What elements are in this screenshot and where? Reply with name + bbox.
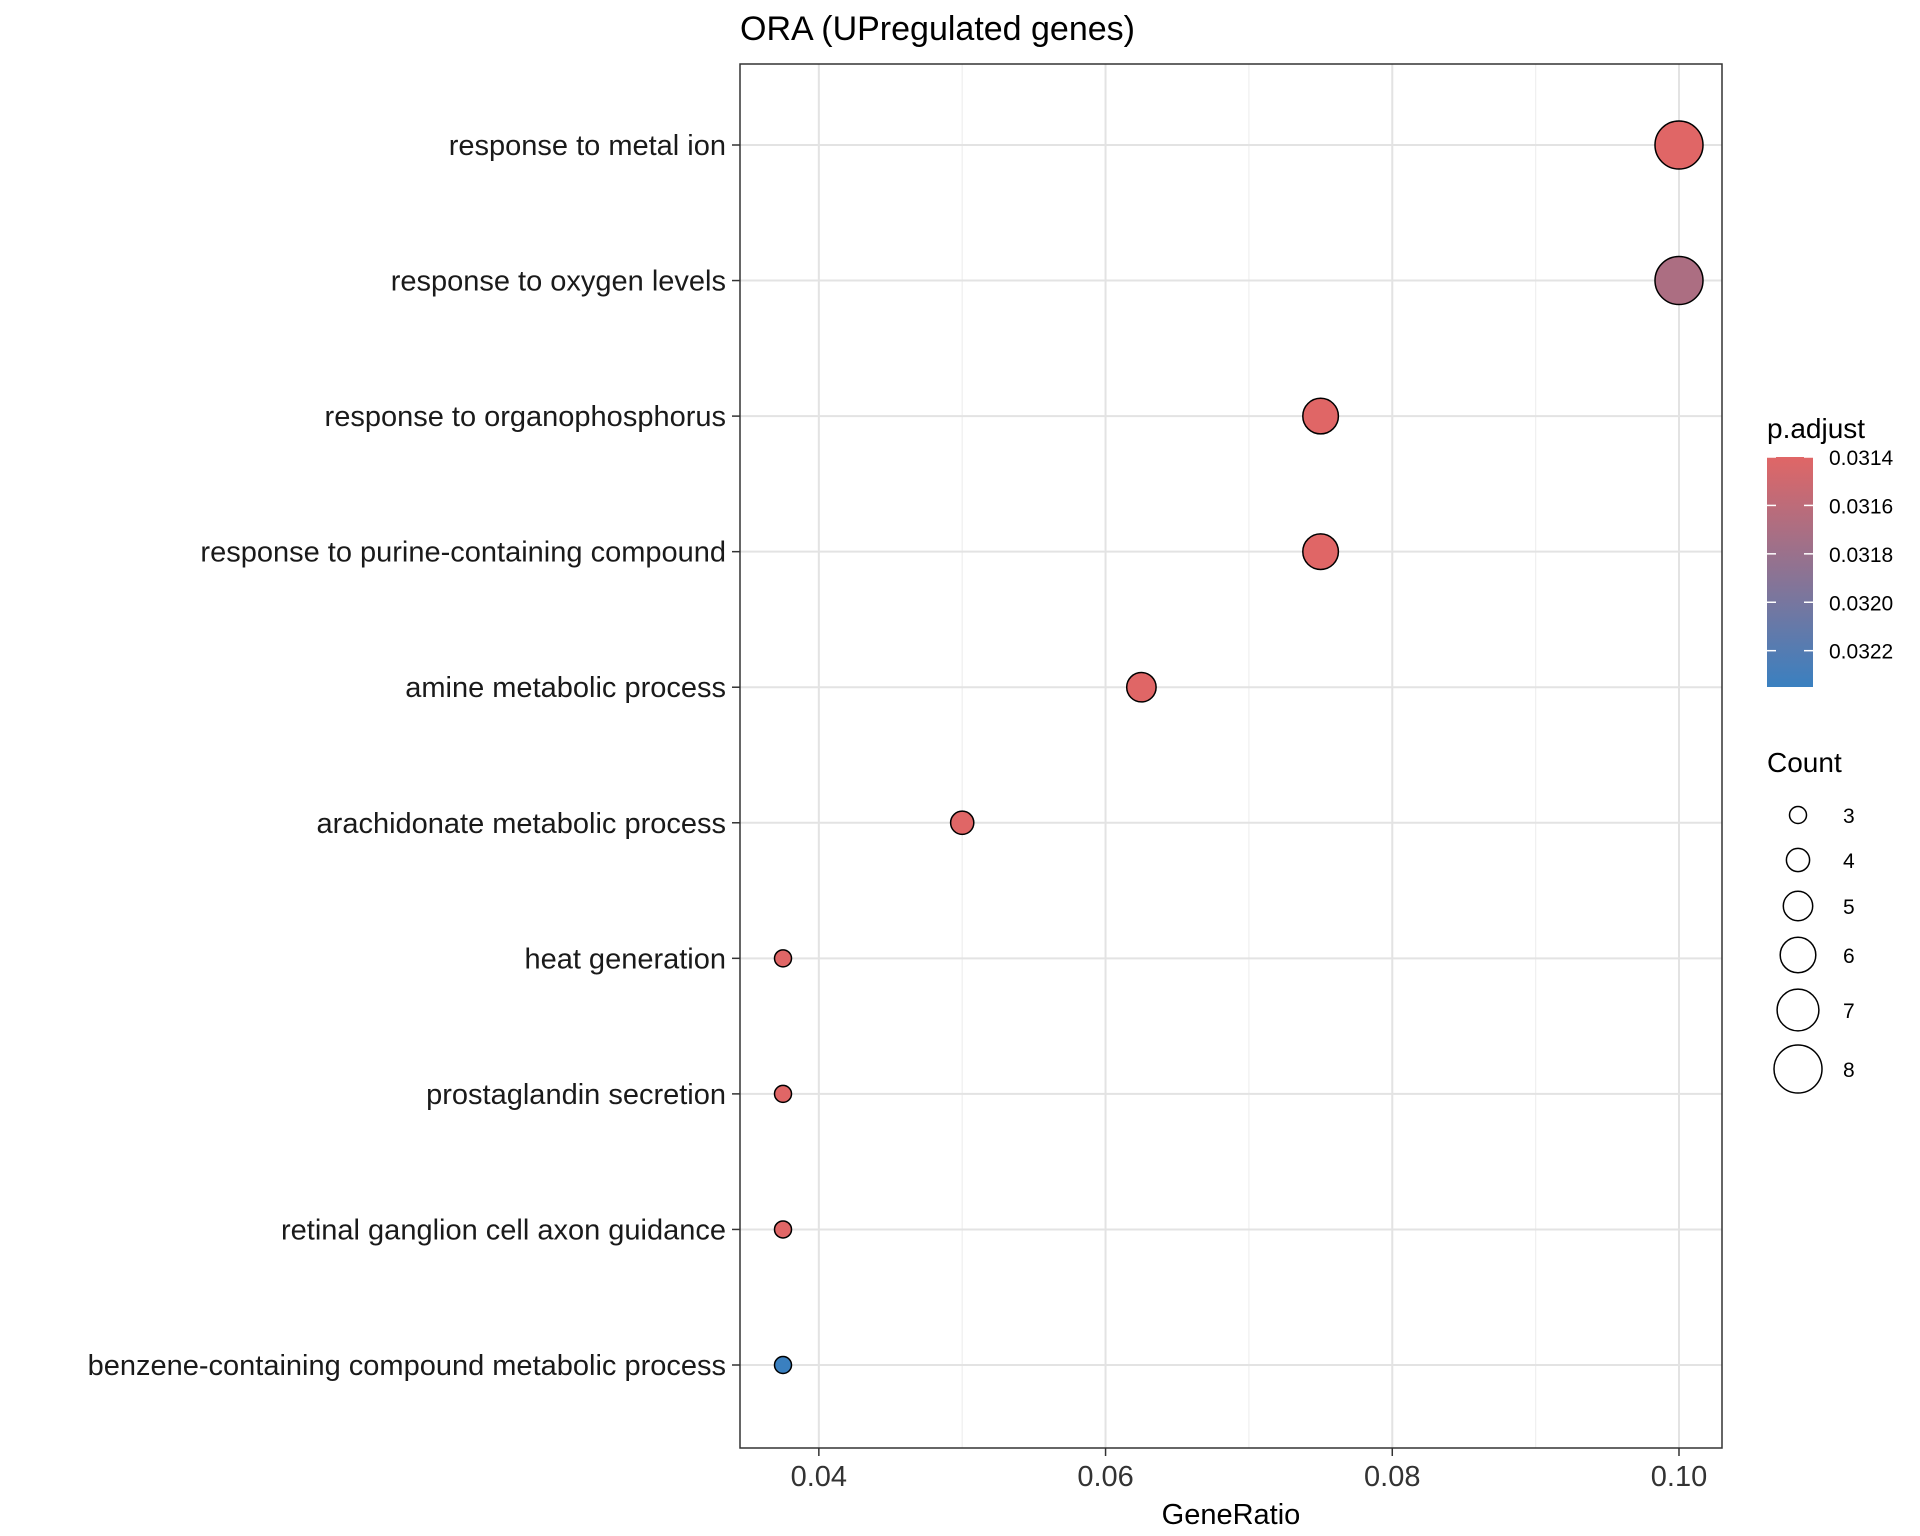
data-points [773, 120, 1704, 1375]
x-tick-label: 0.06 [1077, 1461, 1133, 1493]
data-point [1654, 120, 1704, 170]
size-legend-label: 6 [1843, 945, 1855, 968]
y-tick-label: response to organophosphorus [325, 401, 726, 433]
data-point [1654, 255, 1704, 306]
data-point [773, 1355, 793, 1375]
y-axis-labels: response to metal ion response to oxygen … [88, 130, 740, 1382]
data-point [773, 949, 793, 968]
size-legend-circle [1773, 1044, 1823, 1094]
y-tick-label: amine metabolic process [405, 672, 726, 704]
color-legend-title: p.adjust [1767, 413, 1865, 444]
color-legend-label: 0.0318 [1829, 544, 1893, 567]
grid-lines [740, 64, 1722, 1448]
y-tick-label: arachidonate metabolic process [317, 808, 726, 840]
y-tick-label: heat generation [524, 943, 726, 975]
color-legend-label: 0.0314 [1829, 447, 1894, 470]
data-point [773, 1084, 793, 1104]
size-legend-label: 7 [1843, 1000, 1855, 1023]
size-legend-circle [1782, 890, 1814, 922]
data-point [773, 1220, 793, 1239]
color-legend-bar [1767, 457, 1813, 687]
data-point [1125, 671, 1157, 703]
chart-title: ORA (UPregulated genes) [740, 10, 1135, 48]
color-legend: p.adjust 0.0314 0.0316 0.0318 0.0320 0.0322 [1767, 413, 1894, 687]
y-tick-label: response to oxygen levels [391, 266, 726, 298]
x-axis-title: GeneRatio [1162, 1499, 1301, 1531]
y-tick-label: prostaglandin secretion [426, 1079, 726, 1111]
size-legend-label: 8 [1843, 1059, 1855, 1082]
x-tick-label: 0.04 [791, 1461, 847, 1493]
size-legend-title: Count [1767, 747, 1842, 778]
size-legend-circle [1788, 805, 1808, 825]
data-point [1302, 397, 1340, 435]
y-tick-label: response to purine-containing compound [200, 537, 726, 569]
color-legend-label: 0.0316 [1829, 495, 1893, 518]
y-tick-label: response to metal ion [449, 130, 726, 162]
size-legend-circle [1776, 988, 1820, 1032]
plot-background [740, 64, 1722, 1448]
plot-panel-border [739, 63, 1723, 1449]
data-point [1302, 533, 1340, 571]
x-tick-label: 0.08 [1364, 1461, 1420, 1493]
size-legend: Count 3 4 5 6 7 8 [1767, 747, 1855, 1094]
size-legend-label: 5 [1843, 896, 1855, 919]
y-tick-label: retinal ganglion cell axon guidance [281, 1214, 726, 1246]
x-axis: 0.04 0.06 0.08 0.10 [791, 1448, 1707, 1493]
data-point [949, 810, 975, 836]
y-tick-label: benzene-containing compound metabolic pr… [88, 1350, 726, 1382]
color-legend-label: 0.0322 [1829, 641, 1893, 664]
size-legend-label: 4 [1843, 850, 1855, 873]
size-legend-circle [1779, 936, 1817, 974]
size-legend-label: 3 [1843, 805, 1855, 828]
color-legend-label: 0.0320 [1829, 592, 1893, 615]
size-legend-circle [1785, 847, 1811, 873]
x-tick-label: 0.10 [1651, 1461, 1707, 1493]
